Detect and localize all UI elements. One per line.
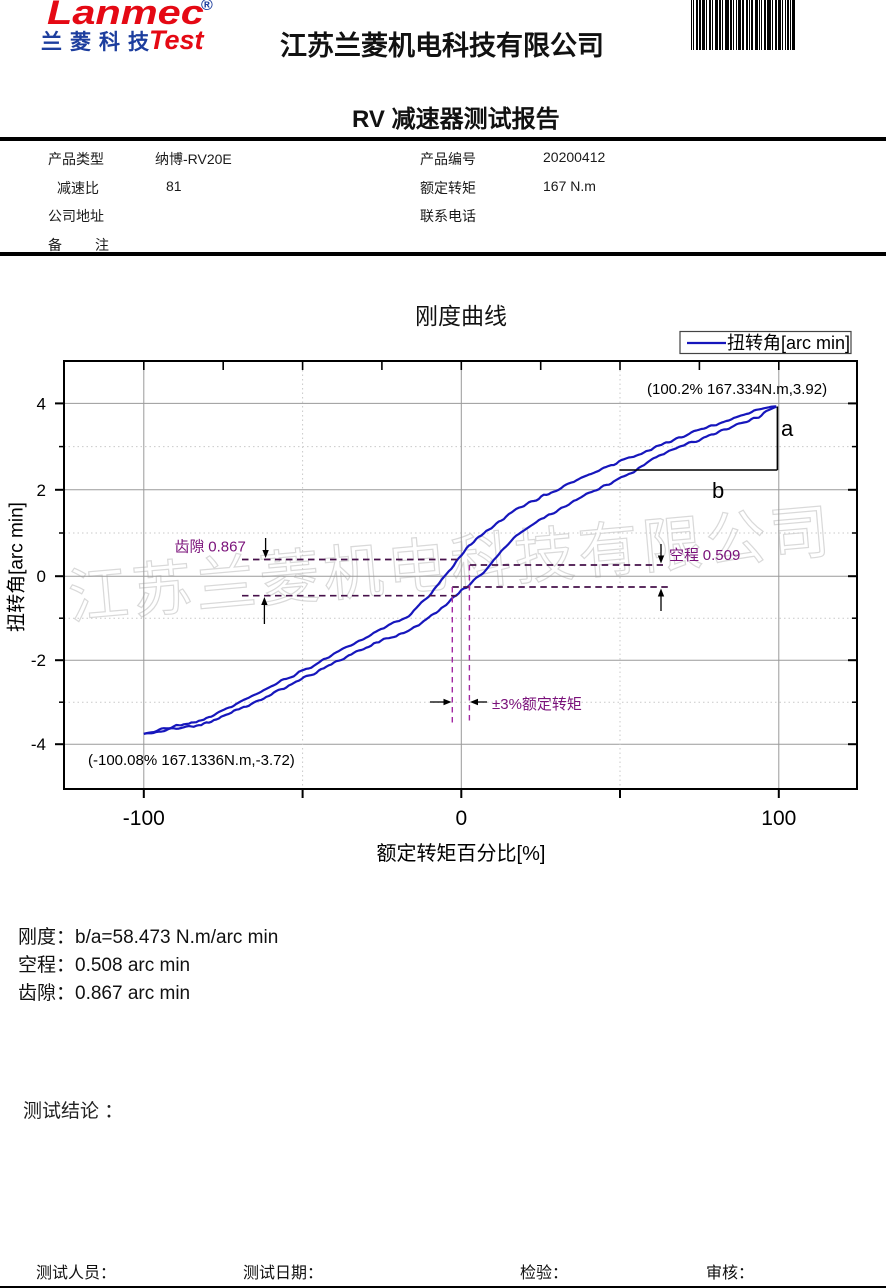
svg-text:2: 2	[37, 481, 46, 500]
svg-text:0: 0	[37, 567, 46, 586]
svg-text:-2: -2	[31, 651, 46, 670]
svg-text:空程 0.509: 空程 0.509	[669, 547, 740, 564]
svg-text:刚度曲线: 刚度曲线	[415, 304, 507, 329]
svg-text:4: 4	[37, 394, 46, 413]
svg-text:扭转角[arc min]: 扭转角[arc min]	[6, 502, 28, 632]
svg-text:100: 100	[761, 807, 796, 830]
svg-text:额定转矩百分比[%]: 额定转矩百分比[%]	[377, 842, 546, 865]
svg-text:±3%额定转矩: ±3%额定转矩	[492, 696, 582, 713]
svg-text:齿隙 0.867: 齿隙 0.867	[175, 539, 246, 556]
svg-text:扭转角[arc min]: 扭转角[arc min]	[727, 333, 850, 353]
svg-text:江苏兰菱机电科技有限公司: 江苏兰菱机电科技有限公司	[66, 499, 837, 632]
svg-text:(-100.08% 167.1336N.m,-3.72): (-100.08% 167.1336N.m,-3.72)	[88, 752, 295, 769]
svg-text:b: b	[712, 478, 724, 503]
svg-text:(100.2% 167.334N.m,3.92): (100.2% 167.334N.m,3.92)	[647, 381, 827, 398]
svg-text:-100: -100	[123, 807, 165, 830]
svg-text:a: a	[781, 416, 794, 441]
svg-text:0: 0	[455, 807, 467, 830]
svg-text:-4: -4	[31, 735, 46, 754]
